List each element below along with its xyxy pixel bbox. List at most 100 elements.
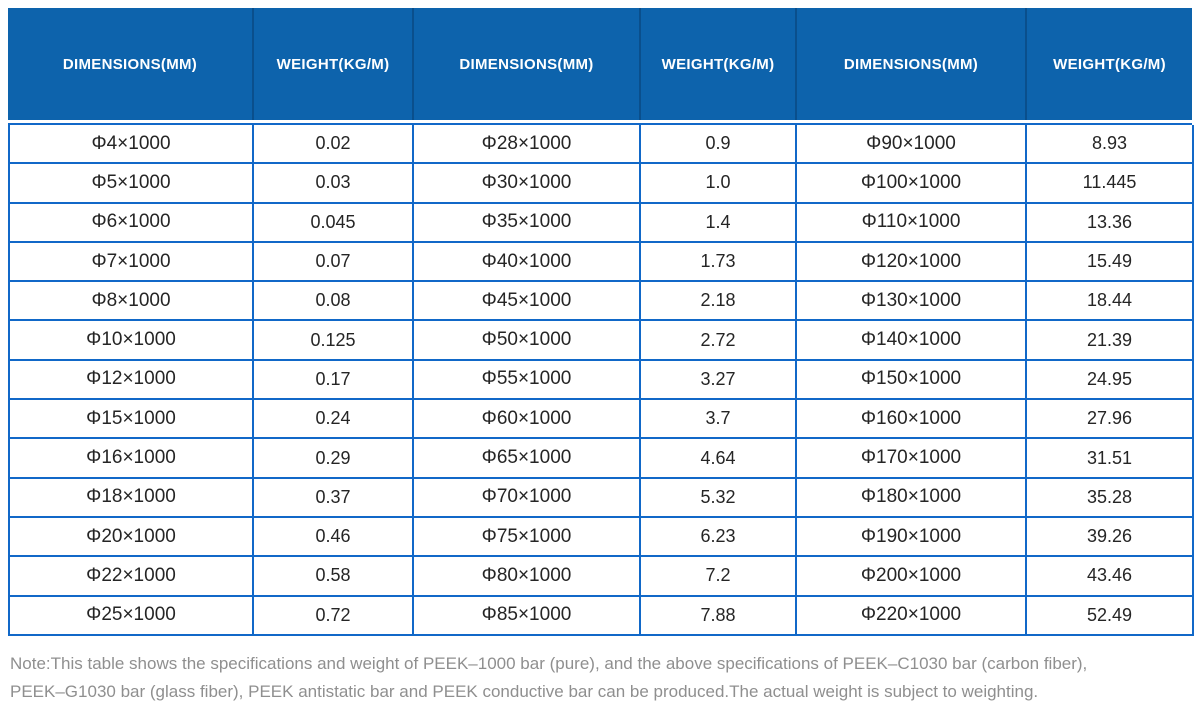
column-header-weight-2: WEIGHT(KG/M) xyxy=(639,8,795,120)
weight-cell: 27.96 xyxy=(1027,400,1194,440)
dimension-cell: Φ50×1000 xyxy=(414,321,641,361)
weight-cell: 0.17 xyxy=(254,360,414,401)
weight-cell: 0.24 xyxy=(254,400,414,440)
dimension-cell: Φ28×1000 xyxy=(414,125,641,165)
dimension-cell: Φ30×1000 xyxy=(414,164,641,204)
dimension-cell: Φ40×1000 xyxy=(414,242,641,283)
weight-cell: 0.03 xyxy=(254,164,414,204)
dimension-cell: Φ150×1000 xyxy=(797,360,1027,401)
dimension-cell: Φ65×1000 xyxy=(414,439,641,479)
weight-cell: 7.88 xyxy=(641,596,797,636)
weight-cell: 0.125 xyxy=(254,321,414,361)
table-row: Φ10×1000 0.125 Φ50×1000 2.72 Φ140×1000 21.39 xyxy=(10,321,1194,361)
dimension-cell: Φ80×1000 xyxy=(414,557,641,597)
weight-cell: 13.36 xyxy=(1027,203,1194,243)
dimension-cell: Φ130×1000 xyxy=(797,282,1027,322)
column-header-weight-1: WEIGHT(KG/M) xyxy=(252,8,412,120)
weight-cell: 31.51 xyxy=(1027,439,1194,479)
dimension-cell: Φ25×1000 xyxy=(10,596,254,636)
dimension-cell: Φ6×1000 xyxy=(10,203,254,243)
dimension-cell: Φ5×1000 xyxy=(10,164,254,204)
dimension-cell: Φ170×1000 xyxy=(797,439,1027,479)
dimension-cell: Φ180×1000 xyxy=(797,478,1027,518)
weight-cell: 0.08 xyxy=(254,282,414,322)
table-row: Φ8×1000 0.08 Φ45×1000 2.18 Φ130×1000 18.44 xyxy=(10,282,1194,322)
dimension-cell: Φ10×1000 xyxy=(10,321,254,361)
weight-cell: 24.95 xyxy=(1027,360,1194,401)
weight-cell: 0.045 xyxy=(254,203,414,243)
dimension-cell: Φ160×1000 xyxy=(797,400,1027,440)
table-body: Φ4×1000 0.02 Φ28×1000 0.9 Φ90×1000 8.93 Φ5×100… xyxy=(8,123,1194,636)
dimension-cell: Φ200×1000 xyxy=(797,557,1027,597)
dimension-cell: Φ12×1000 xyxy=(10,360,254,401)
weight-cell: 1.73 xyxy=(641,242,797,283)
dimension-cell: Φ140×1000 xyxy=(797,321,1027,361)
table-row: Φ6×1000 0.045 Φ35×1000 1.4 Φ110×1000 13.36 xyxy=(10,203,1194,243)
dimension-cell: Φ70×1000 xyxy=(414,478,641,518)
column-header-weight-3: WEIGHT(KG/M) xyxy=(1025,8,1192,120)
table-row: Φ22×1000 0.58 Φ80×1000 7.2 Φ200×1000 43.46 xyxy=(10,557,1194,597)
footnote-line-2: PEEK–G1030 bar (glass fiber), PEEK antis… xyxy=(10,681,1039,701)
dimension-cell: Φ18×1000 xyxy=(10,478,254,518)
weight-cell: 0.02 xyxy=(254,125,414,165)
weight-cell: 2.18 xyxy=(641,282,797,322)
dimension-cell: Φ8×1000 xyxy=(10,282,254,322)
weight-cell: 4.64 xyxy=(641,439,797,479)
weight-cell: 43.46 xyxy=(1027,557,1194,597)
footnote: Note:This table shows the specifications… xyxy=(10,650,1194,706)
dimension-cell: Φ110×1000 xyxy=(797,203,1027,243)
dimension-cell: Φ20×1000 xyxy=(10,517,254,558)
dimension-cell: Φ16×1000 xyxy=(10,439,254,479)
dimension-cell: Φ45×1000 xyxy=(414,282,641,322)
dimension-cell: Φ85×1000 xyxy=(414,596,641,636)
table-row: Φ7×1000 0.07 Φ40×1000 1.73 Φ120×1000 15.49 xyxy=(10,242,1194,283)
column-header-dimensions-2: DIMENSIONS(MM) xyxy=(412,8,639,120)
dimension-cell: Φ60×1000 xyxy=(414,400,641,440)
table-row: Φ4×1000 0.02 Φ28×1000 0.9 Φ90×1000 8.93 xyxy=(10,125,1194,165)
table-header-row: DIMENSIONS(MM) WEIGHT(KG/M) DIMENSIONS(MM)… xyxy=(8,8,1192,120)
table-row: Φ16×1000 0.29 Φ65×1000 4.64 Φ170×1000 31.51 xyxy=(10,439,1194,479)
weight-cell: 1.0 xyxy=(641,164,797,204)
table-row: Φ18×1000 0.37 Φ70×1000 5.32 Φ180×1000 35.28 xyxy=(10,478,1194,518)
weight-cell: 5.32 xyxy=(641,478,797,518)
weight-cell: 15.49 xyxy=(1027,242,1194,283)
weight-cell: 0.9 xyxy=(641,125,797,165)
dimension-cell: Φ55×1000 xyxy=(414,360,641,401)
dimension-cell: Φ75×1000 xyxy=(414,517,641,558)
weight-cell: 52.49 xyxy=(1027,596,1194,636)
weight-cell: 7.2 xyxy=(641,557,797,597)
table-row: Φ20×1000 0.46 Φ75×1000 6.23 Φ190×1000 39.26 xyxy=(10,517,1194,558)
table-row: Φ25×1000 0.72 Φ85×1000 7.88 Φ220×1000 52.49 xyxy=(10,596,1194,636)
weight-cell: 0.46 xyxy=(254,517,414,558)
weight-cell: 0.58 xyxy=(254,557,414,597)
dimension-cell: Φ7×1000 xyxy=(10,242,254,283)
weight-cell: 35.28 xyxy=(1027,478,1194,518)
column-header-dimensions-1: DIMENSIONS(MM) xyxy=(62,55,198,73)
weight-cell: 1.4 xyxy=(641,203,797,243)
dimension-cell: Φ100×1000 xyxy=(797,164,1027,204)
weight-cell: 39.26 xyxy=(1027,517,1194,558)
dimension-cell: Φ190×1000 xyxy=(797,517,1027,558)
column-header-dimensions-3: DIMENSIONS(MM) xyxy=(795,8,1025,120)
footnote-line-1: Note:This table shows the specifications… xyxy=(10,653,1088,673)
dimension-cell: Φ35×1000 xyxy=(414,203,641,243)
dimension-cell: Φ15×1000 xyxy=(10,400,254,440)
weight-cell: 0.37 xyxy=(254,478,414,518)
weight-cell: 2.72 xyxy=(641,321,797,361)
weight-cell: 6.23 xyxy=(641,517,797,558)
dimension-cell: Φ4×1000 xyxy=(10,125,254,165)
table-row: Φ15×1000 0.24 Φ60×1000 3.7 Φ160×1000 27.96 xyxy=(10,400,1194,440)
table-row: Φ5×1000 0.03 Φ30×1000 1.0 Φ100×1000 11.445 xyxy=(10,164,1194,204)
weight-cell: 18.44 xyxy=(1027,282,1194,322)
weight-cell: 0.29 xyxy=(254,439,414,479)
weight-cell: 8.93 xyxy=(1027,125,1194,165)
dimension-cell: Φ220×1000 xyxy=(797,596,1027,636)
weight-cell: 0.07 xyxy=(254,242,414,283)
weight-cell: 0.72 xyxy=(254,596,414,636)
weight-cell: 3.7 xyxy=(641,400,797,440)
dimension-cell: Φ22×1000 xyxy=(10,557,254,597)
weight-cell: 11.445 xyxy=(1027,164,1194,204)
weight-cell: 3.27 xyxy=(641,360,797,401)
table-row: Φ12×1000 0.17 Φ55×1000 3.27 Φ150×1000 24.95 xyxy=(10,360,1194,401)
